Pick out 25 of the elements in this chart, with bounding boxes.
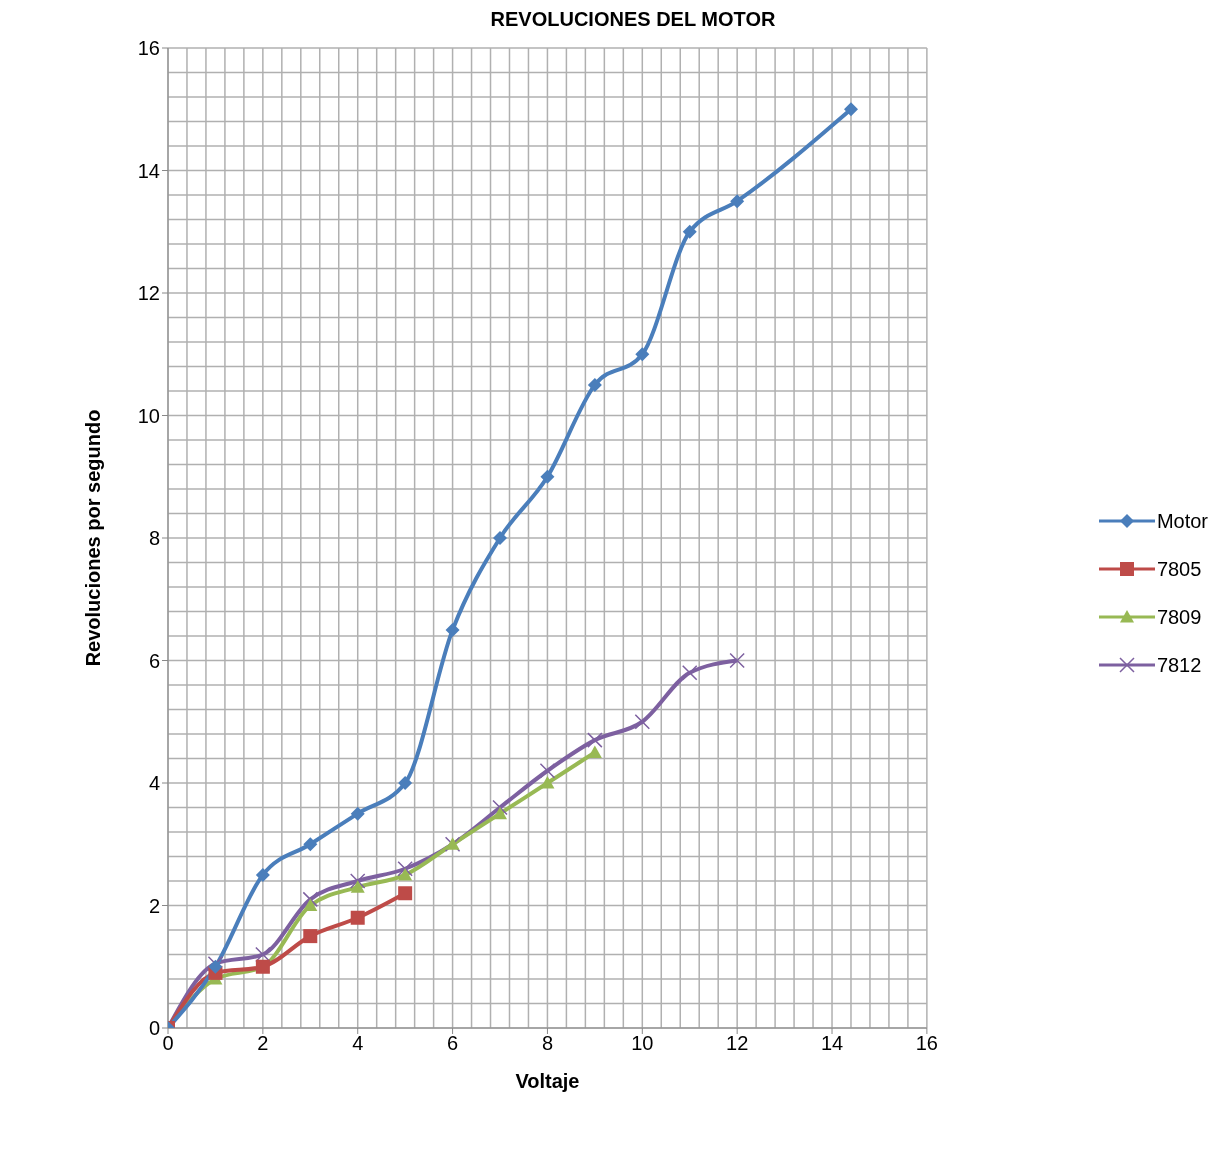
x-tick-label: 12 — [726, 1032, 749, 1055]
y-tick-label: 4 — [148, 772, 160, 795]
y-tick-label: 8 — [148, 527, 160, 550]
y-tick-label: 0 — [148, 1017, 160, 1040]
x-tick-label: 16 — [915, 1032, 938, 1055]
x-tick-label: 14 — [820, 1032, 844, 1055]
x-tick-label: 8 — [541, 1032, 553, 1055]
y-tick-label: 16 — [137, 37, 160, 60]
y-tick-label: 6 — [148, 649, 160, 672]
legend-label: Motor — [1156, 509, 1208, 533]
y-axis-title: Revoluciones por segundo — [82, 409, 105, 667]
y-tick-label: 2 — [148, 894, 160, 917]
x-tick-label: 2 — [257, 1032, 269, 1055]
y-tick-label: 10 — [137, 404, 160, 427]
legend-label: 7805 — [1156, 557, 1202, 581]
x-tick-label: 0 — [162, 1032, 174, 1055]
x-tick-label: 10 — [631, 1032, 654, 1055]
chart-title: REVOLUCIONES DEL MOTOR — [489, 8, 777, 32]
y-tick-label: 12 — [137, 282, 160, 305]
x-tick-label: 6 — [447, 1032, 459, 1055]
legend-label: 7812 — [1156, 653, 1202, 677]
x-axis-title: Voltaje — [515, 1070, 580, 1092]
y-tick-label: 14 — [137, 159, 160, 182]
x-tick-label: 4 — [352, 1032, 364, 1055]
legend-label: 7809 — [1156, 605, 1202, 629]
